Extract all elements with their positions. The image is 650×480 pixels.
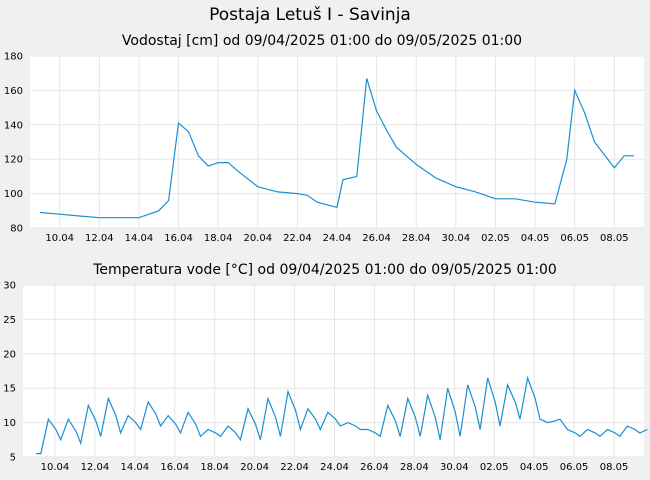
y-tick-label: 120	[4, 155, 23, 166]
x-tick-label: 22.04	[283, 233, 312, 244]
x-tick-label: 08.05	[600, 233, 629, 244]
x-tick-label: 10.04	[41, 462, 70, 473]
x-tick-label: 30.04	[440, 462, 469, 473]
x-tick-label: 24.04	[323, 233, 352, 244]
x-tick-label: 06.05	[560, 233, 589, 244]
chart-water-temperature-plot	[23, 285, 644, 457]
chart-water-level-title: Vodostaj [cm] od 09/04/2025 01:00 do 09/…	[122, 33, 522, 49]
y-tick-label: 10	[3, 418, 16, 429]
x-tick-label: 16.04	[164, 233, 193, 244]
x-tick-label: 10.04	[45, 233, 74, 244]
x-tick-label: 08.05	[600, 462, 629, 473]
x-tick-label: 28.04	[402, 233, 431, 244]
x-tick-label: 14.04	[120, 462, 149, 473]
x-tick-label: 02.05	[481, 233, 510, 244]
x-tick-label: 12.04	[85, 233, 114, 244]
x-tick-label: 12.04	[81, 462, 110, 473]
chart-water-level-grid	[30, 55, 644, 229]
x-tick-label: 26.04	[360, 462, 389, 473]
chart-water-temperature-x-axis: 10.04 12.04 14.04 16.04 18.04 20.04 22.04 24.04…	[41, 462, 629, 473]
page-title: Postaja Letuš I - Savinja	[209, 5, 411, 25]
chart-water-temperature: Temperatura vode [°C] od 09/04/2025 01:0…	[3, 262, 648, 473]
x-tick-label: 26.04	[362, 233, 391, 244]
x-tick-label: 14.04	[125, 233, 154, 244]
water-temperature-series-line	[36, 375, 648, 455]
y-tick-label: 160	[4, 86, 23, 97]
chart-water-temperature-y-axis: 5 10 15 20 25 30	[3, 281, 16, 464]
x-tick-label: 18.04	[204, 233, 233, 244]
y-tick-label: 25	[3, 315, 16, 326]
y-tick-label: 180	[4, 52, 23, 63]
chart-water-temperature-title: Temperatura vode [°C] od 09/04/2025 01:0…	[92, 262, 557, 278]
x-tick-label: 20.04	[240, 462, 269, 473]
x-tick-label: 16.04	[160, 462, 189, 473]
chart-water-level-x-axis: 10.04 12.04 14.04 16.04 18.04 20.04 22.04 24.04…	[45, 233, 628, 244]
x-tick-label: 04.05	[520, 462, 549, 473]
y-tick-label: 20	[3, 349, 16, 360]
x-tick-label: 04.05	[521, 233, 550, 244]
y-tick-label: 80	[10, 224, 23, 235]
x-tick-label: 06.05	[560, 462, 589, 473]
x-tick-label: 20.04	[243, 233, 272, 244]
x-tick-label: 02.05	[480, 462, 509, 473]
x-tick-label: 28.04	[400, 462, 429, 473]
water-level-series-line	[39, 78, 635, 219]
chart-water-temperature-grid	[23, 284, 644, 458]
y-tick-label: 15	[3, 384, 16, 395]
x-tick-label: 24.04	[320, 462, 349, 473]
x-tick-label: 18.04	[200, 462, 229, 473]
chart-water-level-y-axis: 80 100 120 140 160 180	[4, 52, 23, 235]
y-tick-label: 140	[4, 120, 23, 131]
chart-water-level: Vodostaj [cm] od 09/04/2025 01:00 do 09/…	[4, 33, 644, 244]
y-tick-label: 30	[3, 281, 16, 292]
x-tick-label: 22.04	[280, 462, 309, 473]
y-tick-label: 100	[4, 189, 23, 200]
x-tick-label: 30.04	[442, 233, 471, 244]
y-tick-label: 5	[10, 453, 16, 464]
